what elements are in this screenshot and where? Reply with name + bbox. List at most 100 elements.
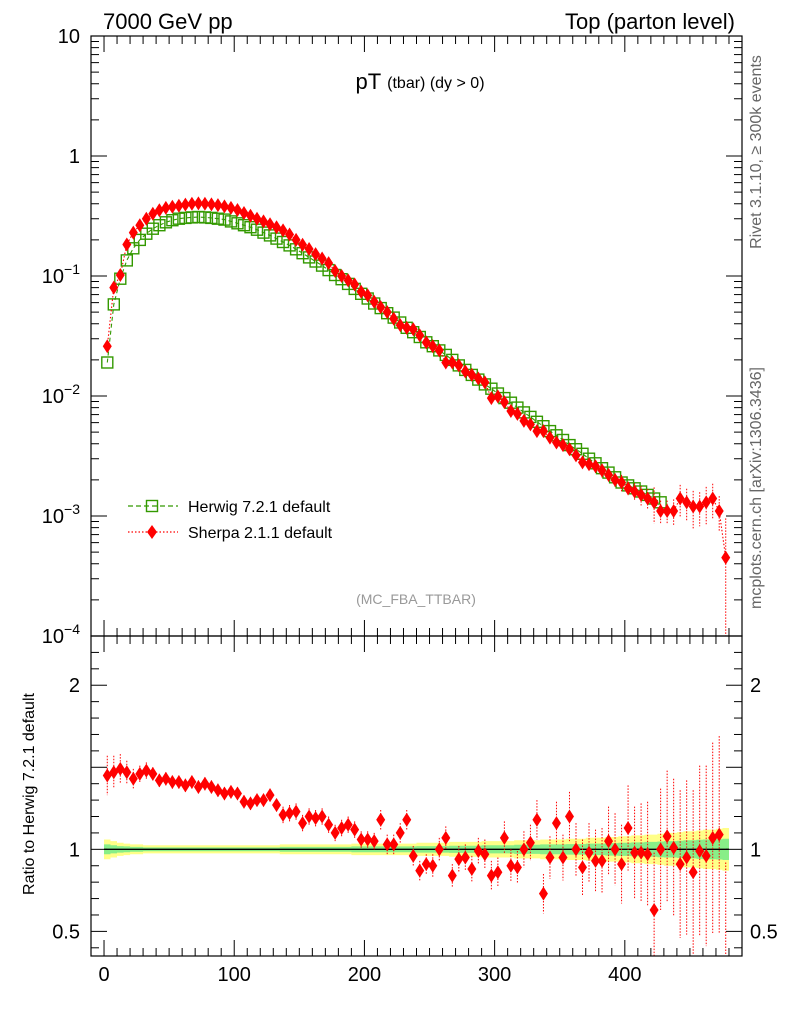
sherpa-point [532,424,542,439]
ratio-point [369,834,379,849]
ratio-point [551,816,561,831]
sherpa-point [259,214,269,229]
herwig-point [231,217,244,230]
sherpa-point [493,389,503,404]
ratio-point [519,842,529,857]
ratio-point [558,850,568,865]
sherpa-point [200,196,210,211]
sherpa-point [617,475,627,490]
sherpa-point [213,198,223,213]
ratio-point [597,853,607,868]
sherpa-point [604,467,614,482]
main-ytick-base: 10 [42,266,64,288]
ratio-point [532,812,542,827]
title-sub: (tbar) (dy > 0) [387,75,484,92]
ratio-ytick-label-left: 2 [69,675,80,697]
herwig-point [101,356,114,369]
ratio-point [350,822,360,837]
ratio-point [376,812,386,827]
herwig-point [205,211,218,225]
ratio-point [506,858,516,873]
sherpa-point [382,305,392,320]
sherpa-point [441,355,451,370]
sherpa-point [578,455,588,470]
ratio-point [584,845,594,860]
ratio-point [167,775,177,790]
sherpa-point [428,339,438,354]
sherpa-point [708,491,718,506]
ratio-point [682,850,692,865]
sherpa-point [285,227,295,242]
ratio-point [343,817,353,832]
legend-sherpa-marker [147,525,157,539]
ratio-point [467,862,477,877]
herwig-point [198,211,212,224]
ratio-point [428,858,438,873]
sherpa-point [564,442,574,457]
sherpa-point [252,211,262,226]
legend-herwig-marker [145,499,159,513]
ratio-point [675,857,685,872]
ratio-point [219,786,229,801]
sherpa-point [447,355,457,370]
ratio-point [148,766,158,781]
sherpa-point [115,267,125,282]
sherpa-point [324,256,334,271]
ratio-ytick-label-right: 1 [750,839,761,861]
ratio-point [389,837,399,852]
herwig-point [107,298,121,311]
ratio-point [545,850,555,865]
sherpa-point [109,280,119,295]
sherpa-point [239,205,249,220]
herwig-point [185,211,199,224]
main-ytick-label: 10−4 [42,621,80,648]
ratio-point [324,817,334,832]
sherpa-point [206,197,216,212]
sherpa-point [545,430,555,445]
ratio-point [538,886,548,901]
ratio-plot: 0 100 200 300 400 0.5 0.5 1 1 2 2 [52,635,778,986]
main-ytick-base: 10 [42,506,64,528]
ratio-point [571,842,581,857]
ratio-point [330,825,340,840]
ratio-point [434,842,444,857]
analysis-label: (MC_FBA_TTBAR) [356,591,476,607]
sherpa-point [682,495,692,510]
sherpa-point [499,395,509,410]
ratio-point [688,865,698,880]
main-ytick-label: 10 [58,26,80,48]
main-ytick-exponent: −1 [64,261,80,277]
ratio-point [480,847,490,862]
sherpa-point [363,288,373,303]
sherpa-point [688,499,698,514]
sherpa-point [180,197,190,212]
ratio-point [695,843,705,858]
sherpa-point [193,196,203,211]
herwig-point [120,254,134,267]
sherpa-point [219,199,229,214]
ratio-frame [90,635,743,957]
ratio-point [402,812,412,827]
ratio-point [656,842,666,857]
ratio-point [128,771,138,786]
ratio-point [298,816,308,831]
main-ytick-label: 10−1 [42,261,80,288]
sherpa-point [330,264,340,279]
sherpa-point [434,343,444,358]
sherpa-point [122,237,132,252]
sherpa-point [512,406,522,421]
sherpa-point [571,448,581,463]
sherpa-point [337,269,347,283]
sherpa-point [343,273,353,288]
ratio-point [591,853,601,868]
ratio-point [239,794,249,809]
main-ytick-label: 10−2 [42,381,80,408]
main-ytick-exponent: −3 [64,501,80,517]
sherpa-point [591,459,601,474]
sherpa-point [486,391,496,406]
herwig-point [218,213,231,226]
main-title: pT (tbar) (dy > 0) [355,69,484,94]
sherpa-point [102,339,112,354]
ratio-point [122,765,132,780]
